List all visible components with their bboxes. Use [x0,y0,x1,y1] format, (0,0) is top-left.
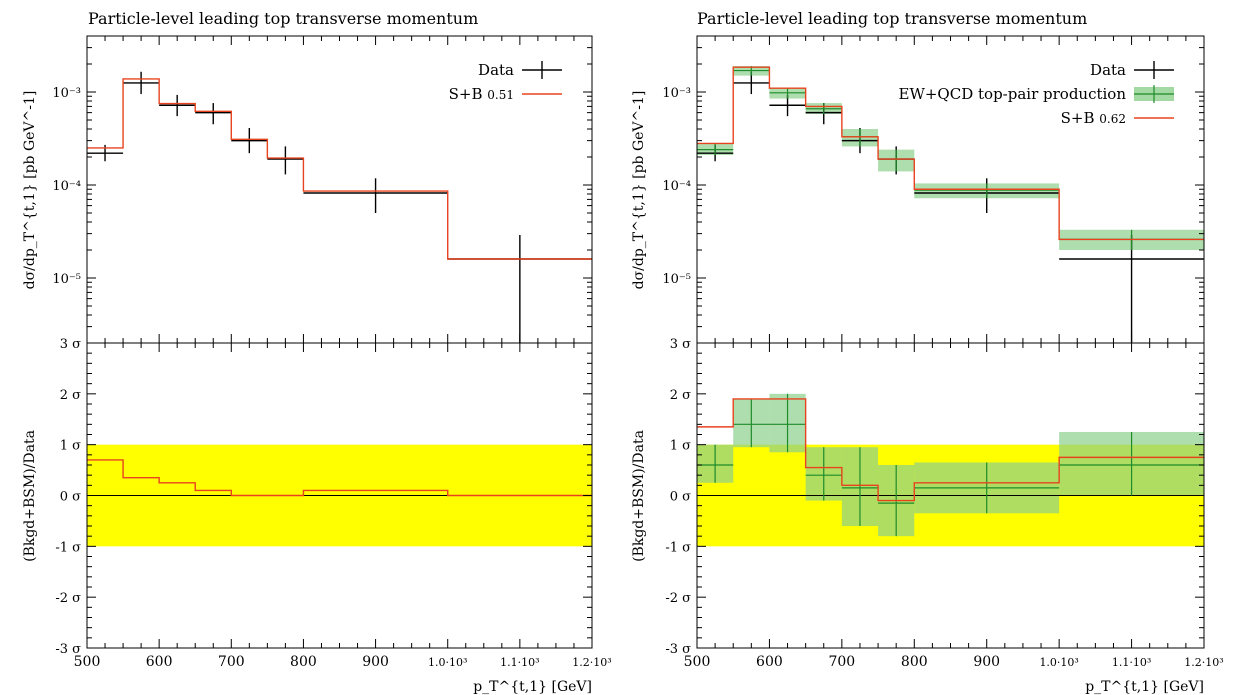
x-tick-label: 500 [74,654,101,670]
y-tick-label-ratio: -3 σ [55,642,81,657]
x-tick-label: 800 [901,654,928,670]
right-xlabel: p_T^{t,1} [GeV] [1085,679,1204,695]
right-ylabel-ratio: (Bkgd+BSM)/Data [631,430,647,562]
legend-label: S+B 0.62 [1061,109,1126,127]
x-tick-label: 700 [828,654,855,670]
y-tick-label-ratio: -2 σ [55,591,81,606]
y-tick-label-ratio: 2 σ [60,388,81,403]
x-tick-label: 600 [146,654,173,670]
panel-left: 500 600 700 800 900 1.0·10³ 1.1·10³ 1.2·10³ 10⁻³… [52,35,612,670]
panel-right: 500 600 700 800 900 1.0·10³ 1.1·10³ 1.2·10³ 10⁻³… [662,35,1224,670]
left-xlabel: p_T^{t,1} [GeV] [473,679,592,695]
legend-label: S+B 0.51 [449,85,514,103]
y-tick-label-ratio: 0 σ [670,490,691,505]
left-ylabel-main: dσ/dp_T^{t,1} [pb GeV^-1] [22,91,38,290]
y-tick-label-ratio: 1 σ [60,439,81,454]
main-frame [86,35,593,344]
legend-label: EW+QCD top-pair production [899,85,1127,103]
x-tick-label: 600 [756,654,783,670]
y-tick-label-ratio: 2 σ [670,388,691,403]
x-tick-label: 1.1·10³ [500,656,539,669]
x-tick-label: 700 [218,654,245,670]
right-ylabel-main: dσ/dp_T^{t,1} [pb GeV^-1] [631,91,647,290]
x-tick-label: 900 [973,654,1000,670]
sb-step-line [87,78,592,260]
y-tick-label-main: 10⁻³ [662,86,691,101]
x-tick-label: 900 [362,654,389,670]
ratio-sb-step-line [697,398,1204,502]
legend-value: 0.51 [487,88,514,102]
x-tick-label: 800 [290,654,317,670]
x-tick-label: 1.2·10³ [572,656,611,669]
x-tick-label: 1.2·10³ [1184,656,1223,669]
sb-step-line [697,66,1204,241]
x-tick-label: 500 [684,654,711,670]
y-tick-label-ratio: 3 σ [60,337,81,352]
y-tick-label-main: 10⁻⁵ [662,272,691,287]
ratio-sb-step-line [87,459,592,497]
y-tick-label-main: 10⁻⁴ [52,179,81,194]
x-tick-label: 1.0·10³ [428,656,467,669]
y-tick-label-ratio: -2 σ [665,591,691,606]
left-title: Particle-level leading top transverse mo… [88,9,478,28]
y-tick-label-ratio: -1 σ [665,540,691,555]
legend-value: 0.62 [1099,112,1126,126]
y-tick-label-ratio: -3 σ [665,642,691,657]
y-tick-label-ratio: 3 σ [670,337,691,352]
x-tick-label: 1.0·10³ [1039,656,1078,669]
y-tick-label-main: 10⁻⁵ [52,272,81,287]
legend-label: Data [1090,61,1126,79]
legend-label: Data [478,61,514,79]
y-tick-label-main: 10⁻⁴ [662,179,691,194]
y-tick-label-ratio: 0 σ [60,490,81,505]
y-tick-label-ratio: -1 σ [55,540,81,555]
y-tick-label-ratio: 1 σ [670,439,691,454]
right-title: Particle-level leading top transverse mo… [697,9,1087,28]
left-ylabel-ratio: (Bkgd+BSM)/Data [22,430,38,562]
y-tick-label-main: 10⁻³ [52,86,81,101]
x-tick-label: 1.1·10³ [1112,656,1151,669]
